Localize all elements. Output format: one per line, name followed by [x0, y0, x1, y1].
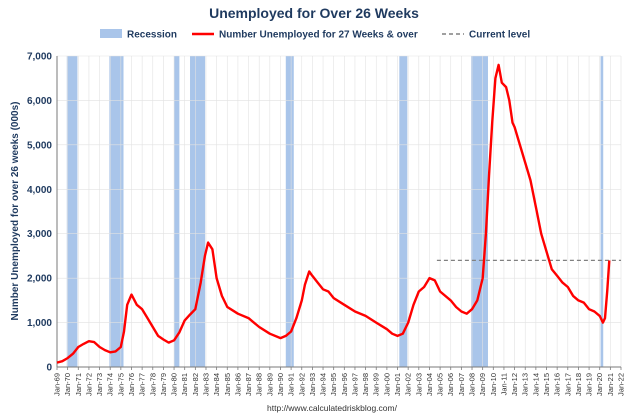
recession-band-6: [471, 56, 488, 367]
x-tick-label: Jan-76: [127, 373, 136, 396]
x-tick-label: Jan-81: [180, 373, 189, 396]
x-tick-label: Jan-12: [510, 373, 519, 396]
x-tick-label: Jan-08: [468, 373, 477, 396]
x-tick-label: Jan-03: [414, 373, 423, 396]
x-tick-label: Jan-72: [84, 373, 93, 396]
legend-swatch-recession: [100, 29, 122, 38]
x-tick-label: Jan-20: [595, 373, 604, 396]
x-tick-label: Jan-01: [393, 373, 402, 396]
source-footer: http://www.calculatedriskblog.com/: [267, 403, 398, 413]
legend-label: Recession: [127, 30, 177, 41]
x-tick-label: Jan-86: [233, 373, 242, 396]
x-tick-label: Jan-75: [116, 373, 125, 396]
x-tick-label: Jan-15: [542, 373, 551, 396]
recession-band-5: [399, 56, 408, 367]
y-tick-label: 1,000: [27, 318, 52, 329]
y-tick-label: 3,000: [27, 229, 52, 240]
recession-band-1: [109, 56, 124, 367]
x-tick-label: Jan-97: [350, 373, 359, 396]
x-tick-label: Jan-13: [521, 373, 530, 396]
x-tick-label: Jan-90: [276, 373, 285, 396]
x-tick-label: Jan-84: [212, 373, 221, 396]
x-tick-label: Jan-10: [489, 373, 498, 396]
y-tick-label: 7,000: [27, 52, 52, 63]
x-tick-label: Jan-06: [446, 373, 455, 396]
plot-background: [57, 56, 621, 367]
x-tick-label: Jan-69: [53, 373, 62, 396]
x-tick-label: Jan-82: [191, 373, 200, 396]
x-tick-label: Jan-85: [223, 373, 232, 396]
x-tick-label: Jan-92: [297, 373, 306, 396]
x-tick-label: Jan-79: [159, 373, 168, 396]
x-tick-label: Jan-21: [606, 373, 615, 396]
recession-band-7: [600, 56, 604, 367]
x-tick-label: Jan-04: [425, 373, 434, 396]
x-tick-label: Jan-02: [404, 373, 413, 396]
y-tick-label: 2,000: [27, 274, 52, 285]
x-tick-label: Jan-80: [170, 373, 179, 396]
legend-label: Current level: [469, 30, 530, 41]
legend-label: Number Unemployed for 27 Weeks & over: [219, 30, 418, 41]
x-tick-label: Jan-88: [255, 373, 264, 396]
x-tick-label: Jan-91: [287, 373, 296, 396]
x-tick-label: Jan-78: [148, 373, 157, 396]
plot-area: 0 1,000 2,000 3,000 4,000 5,000 6,000 7,000 Jan-…: [27, 52, 626, 396]
x-tick-label: Jan-99: [372, 373, 381, 396]
x-tick-label: Jan-71: [74, 373, 83, 396]
x-tick-label: Jan-05: [436, 373, 445, 396]
x-tick-label: Jan-70: [63, 373, 72, 396]
x-tick-label: Jan-11: [499, 373, 508, 395]
x-tick-label: Jan-77: [138, 373, 147, 396]
legend: Recession Number Unemployed for 27 Weeks …: [100, 29, 530, 41]
y-tick-label: 0: [46, 363, 52, 374]
x-tick-label: Jan-14: [531, 373, 540, 396]
x-tick-label: Jan-93: [308, 373, 317, 396]
recession-band-2: [174, 56, 180, 367]
x-tick-label: Jan-94: [319, 373, 328, 396]
x-tick-label: Jan-19: [585, 373, 594, 396]
x-tick-label: Jan-73: [95, 373, 104, 396]
x-tick-label: Jan-89: [265, 373, 274, 396]
x-tick-label: Jan-87: [244, 373, 253, 396]
recession-band-3: [190, 56, 206, 367]
x-tick-label: Jan-18: [574, 373, 583, 396]
x-tick-label: Jan-00: [382, 373, 391, 396]
y-tick-label: 6,000: [27, 96, 52, 107]
x-tick-label: Jan-96: [340, 373, 349, 396]
x-tick-label: Jan-07: [457, 373, 466, 396]
chart-title: Unemployed for Over 26 Weeks: [209, 5, 419, 21]
y-tick-label: 5,000: [27, 140, 52, 151]
x-tick-label: Jan-74: [106, 373, 115, 396]
recession-band-0: [66, 56, 78, 367]
x-tick-label: Jan-17: [563, 373, 572, 396]
y-tick-label: 4,000: [27, 185, 52, 196]
x-tick-label: Jan-83: [201, 373, 210, 396]
recession-band-4: [285, 56, 294, 367]
x-tick-label: Jan-95: [329, 373, 338, 396]
x-tick-label: Jan-22: [617, 373, 626, 396]
x-tick-label: Jan-98: [361, 373, 370, 396]
x-tick-label: Jan-16: [553, 373, 562, 396]
series-line-0: [56, 63, 611, 364]
y-axis-label: Number Unemployed for over 26 weeks (000…: [10, 102, 21, 321]
x-tick-label: Jan-09: [478, 373, 487, 396]
